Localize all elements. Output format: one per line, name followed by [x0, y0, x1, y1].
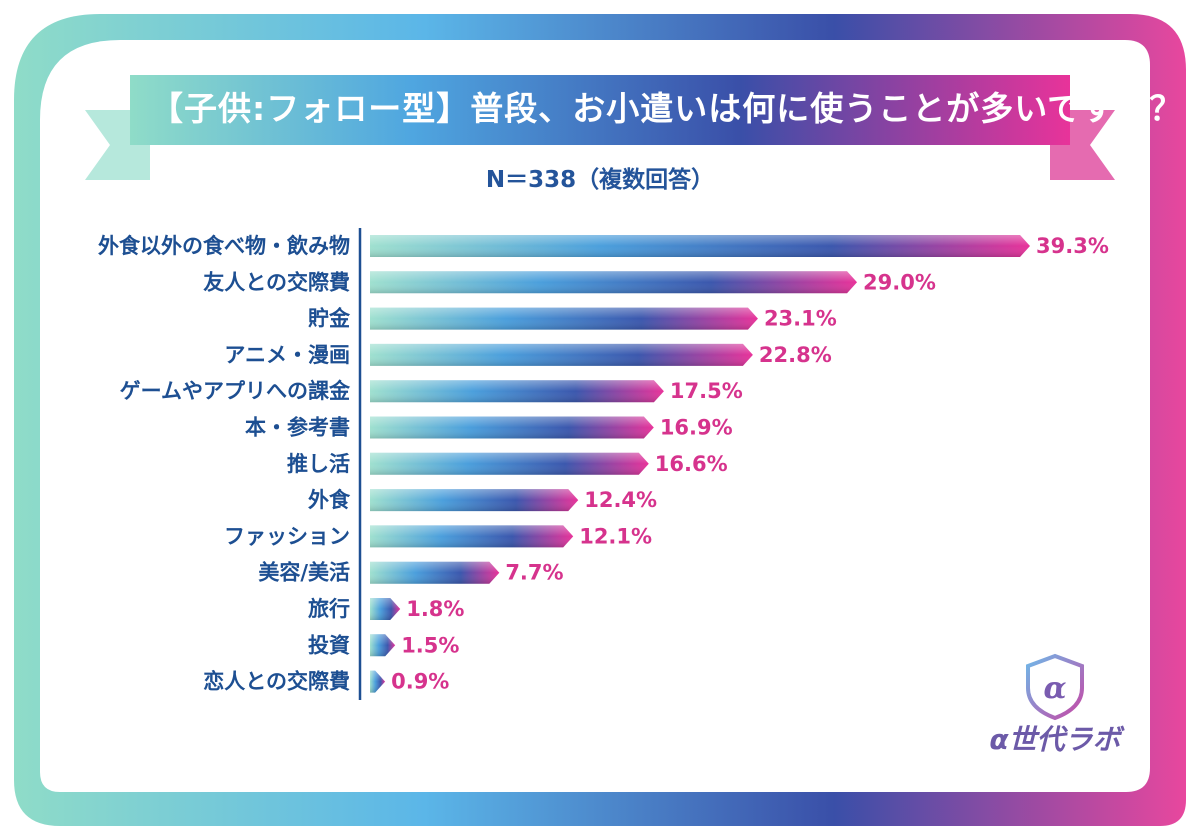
bar-shine-9: [370, 561, 500, 584]
value-label-8: 12.1%: [579, 524, 652, 548]
value-label-9: 7.7%: [505, 561, 563, 585]
bar-shine-10: [370, 598, 401, 620]
value-label-11: 1.5%: [401, 633, 459, 657]
bar-shine-4: [370, 380, 664, 403]
brand-name: α世代ラボ: [989, 723, 1121, 756]
value-label-7: 12.4%: [584, 488, 657, 512]
category-label-11: 投資: [308, 633, 350, 657]
category-label-2: 貯金: [308, 307, 351, 331]
bar-shine-5: [370, 416, 654, 439]
bar-shine-11: [370, 634, 396, 657]
bar-shine-7: [370, 489, 579, 512]
chart-subtitle: N＝338（複数回答）: [485, 167, 715, 193]
bar-shine-12: [370, 670, 386, 693]
category-label-10: 旅行: [308, 597, 350, 621]
svg-text:α: α: [1043, 671, 1066, 706]
value-label-3: 22.8%: [759, 343, 832, 367]
bar-shine-8: [370, 525, 574, 548]
bar-shine-1: [370, 271, 858, 294]
category-label-5: 本・参考書: [245, 416, 350, 440]
value-label-4: 17.5%: [670, 379, 743, 403]
value-label-5: 16.9%: [660, 416, 733, 440]
value-label-2: 23.1%: [764, 307, 837, 331]
category-label-12: 恋人との交際費: [203, 670, 350, 694]
title-ribbon: [130, 75, 1070, 145]
category-label-0: 外食以外の食べ物・飲み物: [98, 234, 350, 258]
bar-shine-2: [370, 307, 758, 330]
chart-title: 【子供:フォロー型】普段、お小遣いは何に使うことが多いですか？: [150, 89, 1184, 128]
value-label-0: 39.3%: [1036, 234, 1109, 258]
category-label-8: ファッション: [224, 524, 350, 548]
inner-panel: [40, 40, 1150, 792]
brand-logo-icon: α: [1026, 653, 1084, 721]
category-label-6: 推し活: [287, 452, 350, 476]
bar-shine-3: [370, 343, 753, 366]
value-label-6: 16.6%: [655, 452, 728, 476]
value-label-10: 1.8%: [406, 597, 464, 621]
category-label-3: アニメ・漫画: [224, 343, 350, 367]
category-label-1: 友人との交際費: [203, 270, 350, 294]
category-label-4: ゲームやアプリへの課金: [120, 379, 351, 403]
category-label-7: 外食: [308, 488, 351, 512]
category-label-9: 美容/美活: [258, 561, 350, 585]
value-label-12: 0.9%: [391, 670, 449, 694]
value-label-1: 29.0%: [863, 270, 936, 294]
bar-shine-0: [370, 235, 1030, 257]
bar-shine-6: [370, 452, 649, 475]
